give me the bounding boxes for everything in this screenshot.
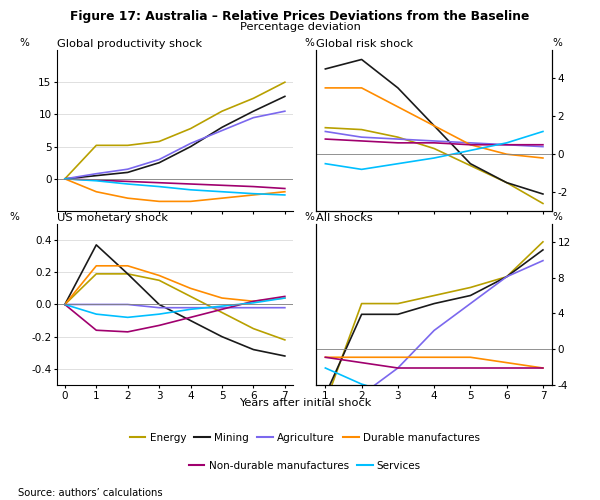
Legend: Energy, Mining, Agriculture, Durable manufactures: Energy, Mining, Agriculture, Durable man… [125,429,484,448]
Text: %: % [552,38,562,48]
Text: Source: authors’ calculations: Source: authors’ calculations [18,488,163,498]
Text: %: % [19,38,29,48]
Text: Figure 17: Australia – Relative Prices Deviations from the Baseline: Figure 17: Australia – Relative Prices D… [70,10,530,23]
Text: All shocks: All shocks [316,213,373,223]
Text: Global productivity shock: Global productivity shock [57,39,202,49]
Text: Years after initial shock: Years after initial shock [239,398,371,407]
Legend: Non-durable manufactures, Services: Non-durable manufactures, Services [185,456,425,475]
Text: Global risk shock: Global risk shock [316,39,413,49]
Text: %: % [10,212,20,222]
Text: %: % [305,212,314,222]
Text: Percentage deviation: Percentage deviation [239,22,361,32]
Text: US monetary shock: US monetary shock [57,213,168,223]
Text: %: % [552,212,562,222]
Text: %: % [305,38,314,48]
